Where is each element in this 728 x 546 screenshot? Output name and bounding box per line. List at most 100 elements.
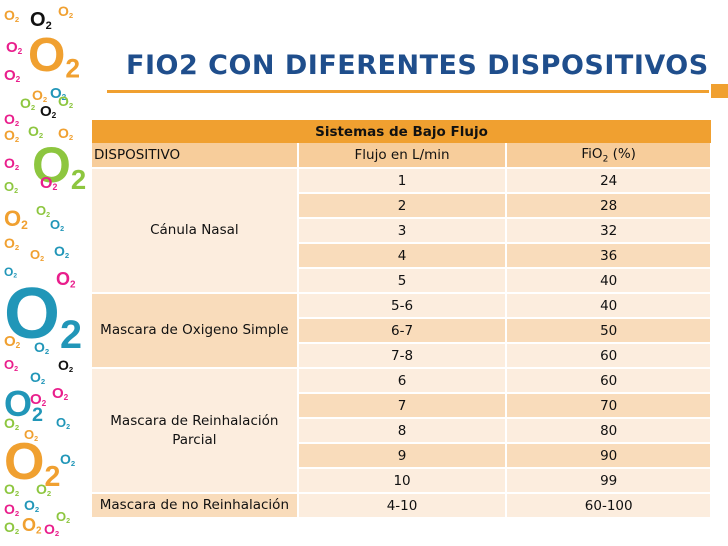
table-row: Mascara de no Reinhalación 4-10 60-100: [92, 492, 712, 517]
table-row: 5 40: [92, 267, 712, 293]
flow-cell: 6-7: [297, 317, 508, 343]
table-row: 4 36: [92, 242, 712, 268]
flow-cell: 9: [297, 442, 508, 468]
o2-symbol: O2: [4, 155, 20, 172]
flow-cell: 3: [297, 217, 508, 243]
o2-symbol: O2: [34, 339, 50, 356]
o2-symbol: O2: [52, 385, 69, 403]
fio2-cell: 40: [506, 267, 712, 293]
title-underline: [107, 90, 709, 93]
column-header-row: DISPOSITIVO Flujo en L/min FiO2 (%): [92, 143, 712, 168]
flow-cell: 4-10: [297, 492, 508, 517]
fio2-cell: 60: [506, 367, 712, 393]
table-row: 7 70: [92, 392, 712, 418]
o2-symbol: O2: [4, 206, 28, 233]
flow-cell: 8: [297, 417, 508, 443]
o2-symbol: O2: [24, 497, 40, 514]
o2-symbol: O2: [50, 217, 65, 233]
device-cell: Mascara de no Reinhalación: [92, 492, 299, 517]
table-row: 9 90: [92, 442, 712, 468]
fio2-cell: 24: [506, 167, 712, 193]
o2-symbol: O2: [4, 235, 20, 252]
o2-symbol: O2: [58, 357, 74, 374]
o2-symbol: O2: [4, 67, 21, 85]
o2-symbol: O2: [6, 39, 23, 57]
o2-symbol: O2: [4, 127, 20, 144]
table-row: 3 32: [92, 217, 712, 243]
o2-symbol: O2: [56, 509, 71, 525]
o2-symbol: O2: [4, 111, 20, 128]
col-flow: Flujo en L/min: [297, 143, 508, 168]
fio2-cell: 80: [506, 417, 712, 443]
o2-symbol: O2: [36, 481, 52, 498]
o2-symbol: O2: [4, 481, 20, 498]
o2-symbol: O2: [4, 383, 44, 426]
o2-symbol: O2: [44, 521, 60, 538]
o2-symbol: O2: [22, 515, 42, 537]
flow-cell: 7: [297, 392, 508, 418]
table-row: Cánula Nasal 1 24: [92, 167, 712, 293]
o2-symbol: O2: [54, 243, 70, 260]
fio2-cell: 70: [506, 392, 712, 418]
fio2-cell: 50: [506, 317, 712, 343]
device-cell: Mascara de Reinhalación Parcial: [92, 367, 299, 493]
table-row: Mascara de Oxigeno Simple 5-6 40: [92, 292, 712, 368]
o2-symbol: O2: [40, 175, 58, 193]
o2-symbol: O2: [30, 369, 46, 386]
table-body: Cánula Nasal 1 24 2 28 3 32 4 36 5 40 Mascara de Ox…: [92, 167, 712, 517]
flow-cell: 4: [297, 242, 508, 268]
fio2-cell: 90: [506, 442, 712, 468]
accent-bar: [711, 84, 728, 98]
o2-symbol: O2: [4, 7, 20, 24]
table-row: 2 28: [92, 192, 712, 218]
o2-symbol: O2: [4, 433, 61, 494]
o2-symbol: O2: [50, 85, 67, 103]
flow-cell: 10: [297, 467, 508, 493]
table-row: Mascara de Reinhalación Parcial 6 60: [92, 367, 712, 493]
flow-cell: 6: [297, 367, 508, 393]
flow-cell: 5: [297, 267, 508, 293]
o2-symbol: O2: [4, 333, 21, 351]
table-row: 6-7 50: [92, 317, 712, 343]
o2-symbol: O2: [56, 269, 76, 291]
flow-cell: 5-6: [297, 292, 508, 318]
o2-symbol: O2: [36, 203, 51, 219]
fio2-cell: 40: [506, 292, 712, 318]
o2-symbol: O2: [30, 391, 47, 409]
slide-title: FIO2 CON DIFERENTES DISPOSITIVOS: [126, 50, 709, 81]
o2-symbol: O2: [30, 247, 45, 263]
o2-symbol: O2: [4, 357, 19, 373]
o2-symbol: O2: [58, 93, 74, 110]
fio2-table: Sistemas de Bajo Flujo DISPOSITIVO Flujo…: [92, 120, 712, 517]
o2-symbol: O2: [4, 265, 18, 280]
table-row: 8 80: [92, 417, 712, 443]
o2-symbol: O2: [4, 519, 20, 536]
o2-symbol: O2: [28, 29, 81, 84]
o2-symbol: O2: [30, 9, 52, 32]
o2-symbol: O2: [4, 179, 19, 195]
o2-symbol: O2: [4, 274, 83, 357]
o2-symbol: O2: [32, 87, 48, 104]
o2-symbol: O2: [40, 103, 57, 121]
device-cell: Cánula Nasal: [92, 167, 299, 293]
o2-symbol: O2: [58, 125, 74, 142]
table-header-row: Sistemas de Bajo Flujo: [92, 120, 711, 143]
o2-symbol: O2: [32, 137, 87, 195]
o2-symbol: O2: [56, 415, 71, 431]
o2-decoration: O2 O2 O2 O2 O2 O2 O2 O2 O2 O2 O2 O2 O2 O2 O2 O2 O2 O2 O2 O2…: [0, 0, 92, 546]
flow-cell: 7-8: [297, 342, 508, 368]
table-row: 10 99: [92, 467, 712, 493]
flow-cell: 1: [297, 167, 508, 193]
col-device: DISPOSITIVO: [92, 143, 299, 168]
o2-symbol: O2: [24, 427, 39, 443]
table-header: Sistemas de Bajo Flujo: [92, 120, 711, 143]
device-cell: Mascara de Oxigeno Simple: [92, 292, 299, 368]
table-row: 7-8 60: [92, 342, 712, 368]
fio2-cell: 60-100: [506, 492, 712, 517]
o2-symbol: O2: [60, 451, 76, 468]
o2-symbol: O2: [20, 95, 36, 112]
o2-symbol: O2: [28, 123, 44, 140]
o2-symbol: O2: [4, 501, 20, 518]
fio2-cell: 36: [506, 242, 712, 268]
fio2-cell: 28: [506, 192, 712, 218]
